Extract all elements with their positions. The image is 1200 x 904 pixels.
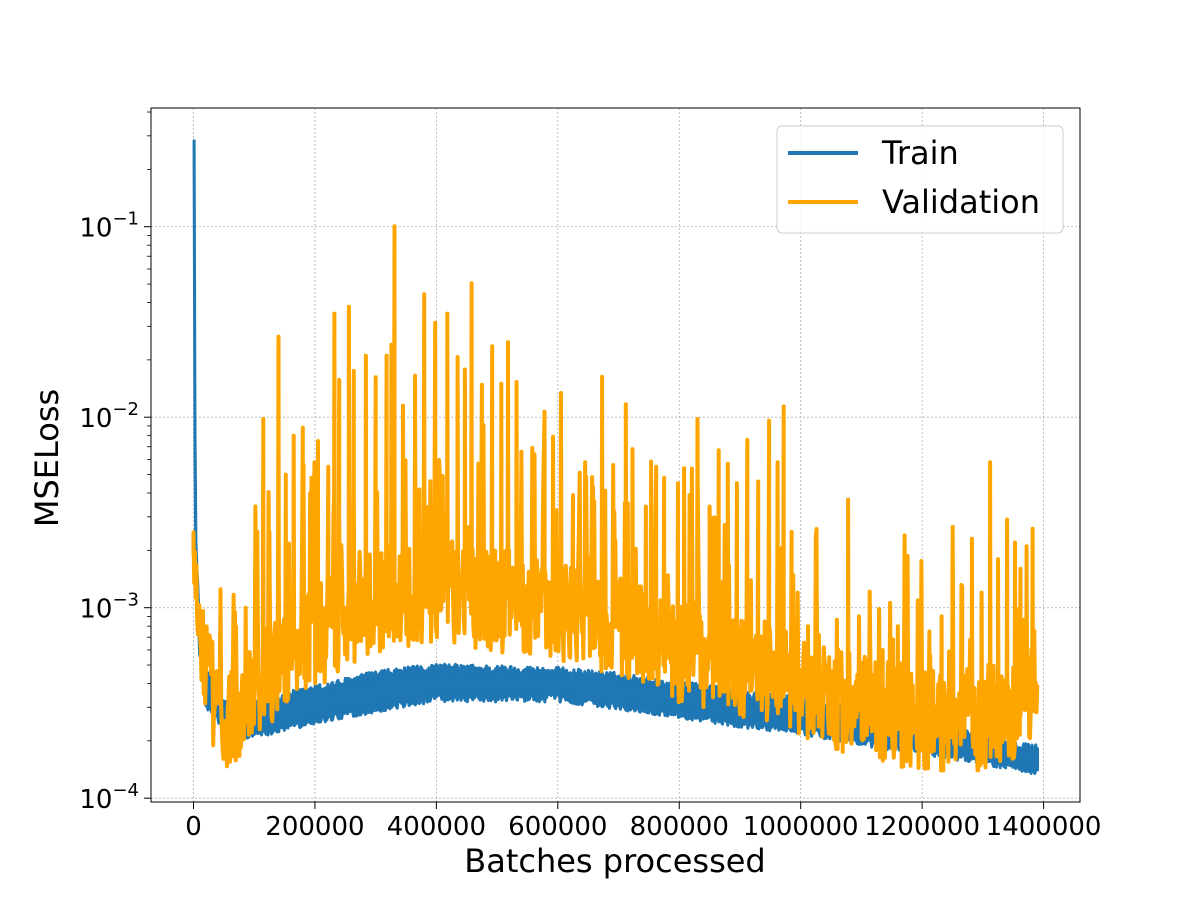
x-tick-label: 200000 [265, 812, 364, 842]
legend-label-train: Train [881, 134, 959, 172]
y-axis-title: MSELoss [28, 389, 66, 527]
x-tick-label: 600000 [508, 812, 607, 842]
y-tick-label: 10−4 [79, 780, 139, 815]
x-tick-label: 800000 [630, 812, 729, 842]
x-tick-label: 0 [185, 812, 202, 842]
y-tick-label: 10−3 [79, 590, 139, 625]
plot-frame [150, 107, 1081, 803]
x-tick-label: 400000 [387, 812, 486, 842]
ticks: 0 200000 400000 600000 800000 1000000 1200000 1… [79, 111, 1102, 842]
x-axis-title: Batches processed [464, 842, 765, 880]
y-tick-label: 10−2 [79, 399, 139, 434]
x-tick-label: 1400000 [986, 812, 1102, 842]
series-validation [191, 224, 1040, 773]
series-layer [191, 139, 1040, 775]
x-tick-label: 1000000 [743, 812, 859, 842]
legend: Train Validation [776, 125, 1064, 234]
y-tick-label: 10−1 [79, 209, 139, 244]
legend-label-validation: Validation [882, 183, 1040, 221]
x-tick-label: 1200000 [864, 812, 980, 842]
